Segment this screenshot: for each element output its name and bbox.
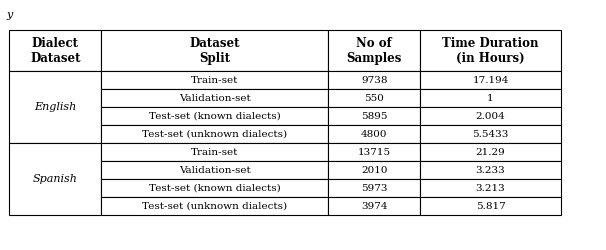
Bar	[421, 161, 561, 179]
Text: No of
Samples: No of Samples	[347, 36, 402, 64]
Text: 5.5433: 5.5433	[472, 130, 508, 139]
Bar	[101, 197, 328, 215]
Bar	[328, 89, 421, 107]
Bar	[9, 30, 101, 71]
Bar	[328, 179, 421, 197]
Bar	[101, 89, 328, 107]
Bar	[101, 107, 328, 125]
Text: 2.004: 2.004	[476, 112, 505, 121]
Bar	[421, 89, 561, 107]
Text: 5.817: 5.817	[476, 202, 505, 211]
Bar	[101, 143, 328, 161]
Text: 5973: 5973	[361, 184, 387, 193]
Text: Dialect
Dataset: Dialect Dataset	[30, 36, 81, 64]
Text: 1: 1	[487, 94, 494, 103]
Text: 13715: 13715	[358, 148, 391, 157]
Text: 3.233: 3.233	[476, 166, 505, 175]
Text: y: y	[6, 10, 12, 20]
Bar	[101, 30, 328, 71]
Bar	[101, 179, 328, 197]
Text: 4800: 4800	[361, 130, 387, 139]
Bar	[328, 107, 421, 125]
Text: 2010: 2010	[361, 166, 387, 175]
Text: Dataset
Split: Dataset Split	[190, 36, 240, 64]
Bar	[9, 143, 101, 215]
Text: Train-set: Train-set	[191, 148, 238, 157]
Bar	[421, 125, 561, 143]
Text: 550: 550	[364, 94, 384, 103]
Text: Spanish: Spanish	[33, 174, 78, 184]
Text: Validation-set: Validation-set	[179, 94, 251, 103]
Bar	[101, 161, 328, 179]
Text: 17.194: 17.194	[472, 76, 508, 85]
Text: Train-set: Train-set	[191, 76, 238, 85]
Bar	[328, 161, 421, 179]
Text: Test-set (unknown dialects): Test-set (unknown dialects)	[142, 130, 287, 139]
Bar	[421, 71, 561, 89]
Bar	[328, 125, 421, 143]
Bar	[328, 71, 421, 89]
Bar	[328, 197, 421, 215]
Bar	[421, 143, 561, 161]
Bar	[421, 107, 561, 125]
Text: Test-set (known dialects): Test-set (known dialects)	[149, 112, 281, 121]
Text: Time Duration
(in Hours): Time Duration (in Hours)	[442, 36, 539, 64]
Text: 5895: 5895	[361, 112, 387, 121]
Text: Validation-set: Validation-set	[179, 166, 251, 175]
Bar	[101, 71, 328, 89]
Text: 3974: 3974	[361, 202, 387, 211]
Text: Test-set (unknown dialects): Test-set (unknown dialects)	[142, 202, 287, 211]
Text: 21.29: 21.29	[476, 148, 505, 157]
Text: 9738: 9738	[361, 76, 387, 85]
Text: English: English	[34, 102, 76, 112]
Bar	[328, 143, 421, 161]
Bar	[101, 125, 328, 143]
Text: Test-set (known dialects): Test-set (known dialects)	[149, 184, 281, 193]
Bar	[328, 30, 421, 71]
Bar	[9, 71, 101, 143]
Bar	[421, 197, 561, 215]
Bar	[421, 30, 561, 71]
Text: 3.213: 3.213	[476, 184, 505, 193]
Bar	[421, 179, 561, 197]
